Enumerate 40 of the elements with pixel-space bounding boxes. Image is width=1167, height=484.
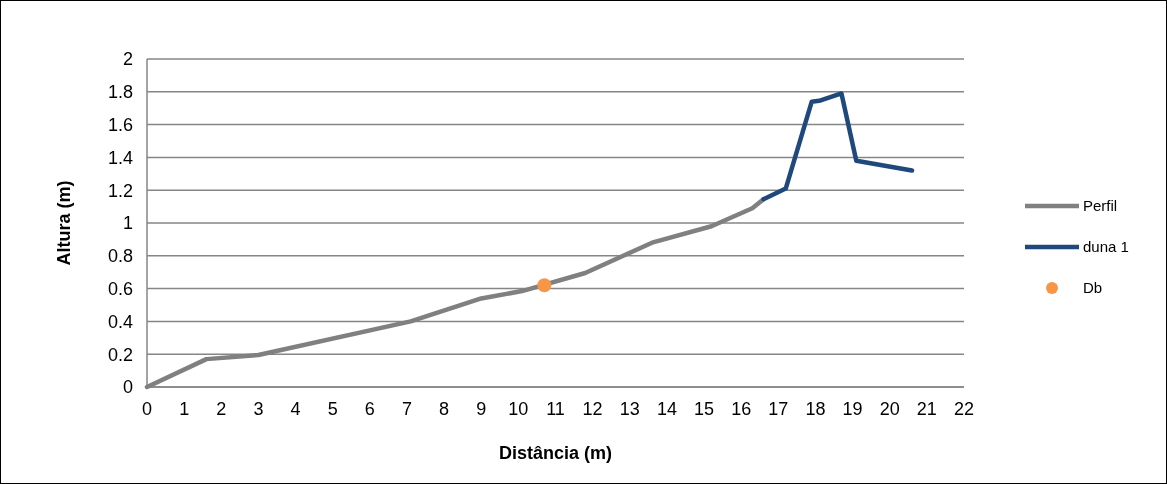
x-tick-label: 17 [768, 399, 789, 419]
x-tick-label: 6 [364, 399, 375, 419]
x-tick-label: 18 [805, 399, 826, 419]
y-tick-label: 0.8 [107, 246, 133, 267]
x-tick-label: 14 [656, 399, 677, 419]
x-tick-label: 21 [916, 399, 937, 419]
y-tick-label: 1.4 [107, 147, 133, 168]
legend-label: duna 1 [1083, 238, 1129, 256]
x-tick-label: 8 [439, 399, 450, 419]
x-tick-label: 20 [879, 399, 900, 419]
x-tick-label: 19 [842, 399, 863, 419]
x-tick-label: 2 [216, 399, 227, 419]
x-tick-label: 1 [179, 399, 190, 419]
y-tick-label: 0 [122, 377, 133, 398]
x-tick-label: 22 [953, 399, 975, 419]
y-tick-label: 0.2 [107, 344, 133, 365]
x-tick-label: 5 [327, 399, 338, 419]
x-tick-label: 0 [141, 399, 153, 419]
y-tick-label: 1.6 [107, 114, 133, 135]
y-tick-label: 0.4 [107, 311, 133, 332]
x-tick-label: 7 [401, 399, 412, 419]
x-tick-label: 12 [582, 399, 603, 419]
x-axis-title: Distância (m) [498, 443, 613, 463]
line-series [761, 91, 915, 202]
x-tick-label: 4 [290, 399, 301, 419]
x-tick-label: 13 [619, 399, 640, 419]
y-axis-title: Altura (m) [54, 180, 74, 266]
x-tick-label: 3 [253, 399, 264, 419]
x-tick-label: 10 [508, 399, 529, 419]
y-tick-label: 1.8 [107, 82, 133, 103]
y-tick-label: 0.6 [107, 278, 133, 299]
y-tick-label: 1 [122, 213, 133, 234]
x-tick-label: 16 [731, 399, 752, 419]
legend-label: Db [1083, 279, 1103, 297]
x-tick-label: 11 [546, 399, 565, 419]
y-tick-label: 1.2 [107, 180, 133, 201]
y-tick-label: 2 [122, 49, 133, 70]
x-tick-label: 9 [476, 399, 487, 419]
x-tick-label: 15 [694, 399, 715, 419]
legend-label: Perfil [1083, 197, 1118, 215]
